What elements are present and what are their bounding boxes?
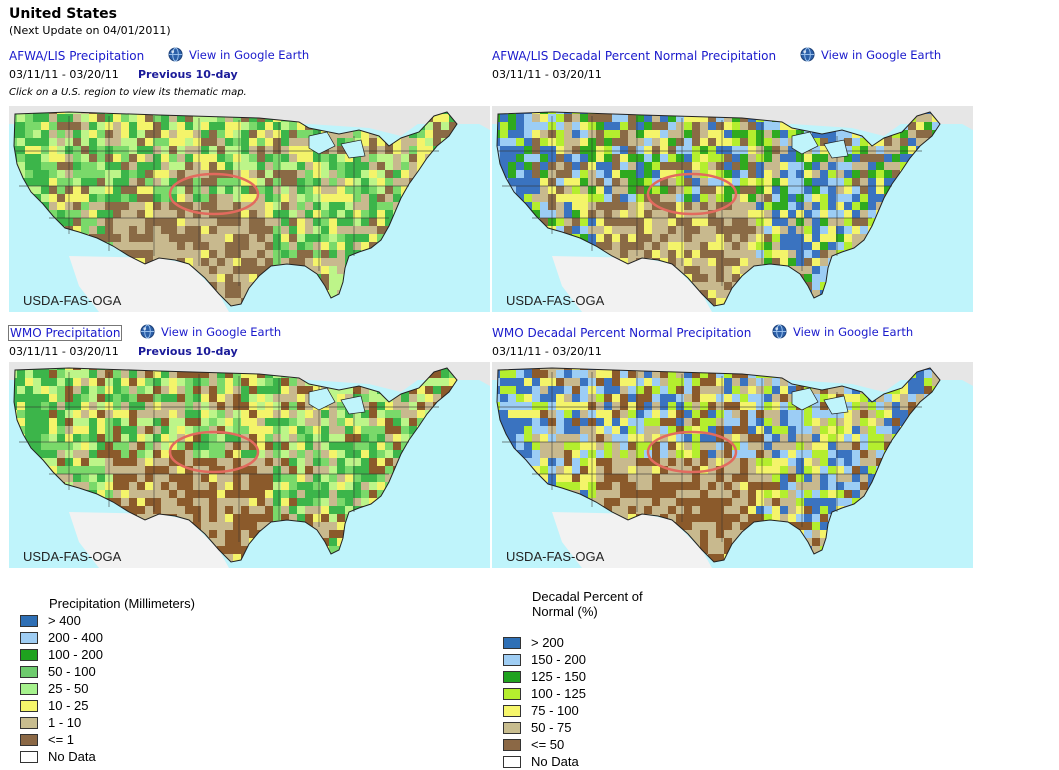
legend-label: 150 - 200 — [531, 652, 586, 667]
legend-label: > 400 — [48, 613, 81, 628]
legend-item: 10 - 25 — [20, 697, 103, 714]
legend-item: <= 50 — [503, 736, 586, 753]
click-region-hint: Click on a U.S. region to view its thema… — [9, 87, 247, 98]
us-map-svg — [9, 362, 490, 568]
legend-label: 10 - 25 — [48, 698, 88, 713]
legend-swatch — [503, 637, 521, 649]
wmo-precipitation-link[interactable]: WMO Precipitation — [9, 326, 121, 340]
google-earth-link-afwa-precip[interactable]: View in Google Earth — [168, 47, 309, 62]
percent-legend: > 200 150 - 200 125 - 150 100 - 125 75 - 100… — [503, 634, 586, 770]
google-earth-label: View in Google Earth — [189, 48, 309, 62]
us-map-svg — [9, 106, 490, 312]
legend-label: 100 - 200 — [48, 647, 103, 662]
legend-item: No Data — [503, 753, 586, 770]
precip-legend-title: Precipitation (Millimeters) — [49, 596, 195, 611]
google-earth-label: View in Google Earth — [793, 325, 913, 339]
percent-legend-title-line1: Decadal Percent of — [532, 589, 643, 604]
legend-item: 125 - 150 — [503, 668, 586, 685]
map-credit: USDA-FAS-OGA — [23, 549, 121, 564]
legend-item: 200 - 400 — [20, 629, 103, 646]
legend-item: > 200 — [503, 634, 586, 651]
map-credit: USDA-FAS-OGA — [23, 293, 121, 308]
legend-label: 100 - 125 — [531, 686, 586, 701]
legend-item: > 400 — [20, 612, 103, 629]
legend-swatch — [20, 632, 38, 644]
legend-swatch — [20, 683, 38, 695]
legend-item: No Data — [20, 748, 103, 765]
legend-label: 200 - 400 — [48, 630, 103, 645]
globe-icon — [800, 47, 815, 62]
wmo-decadal-link[interactable]: WMO Decadal Percent Normal Precipitation — [492, 326, 751, 340]
us-map-svg — [492, 106, 973, 312]
legend-swatch — [20, 734, 38, 746]
precip-legend: > 400 200 - 400 100 - 200 50 - 100 25 - 50 10… — [20, 612, 103, 765]
map-afwa-decadal[interactable]: USDA-FAS-OGA — [492, 106, 973, 312]
google-earth-label: View in Google Earth — [821, 48, 941, 62]
map-credit: USDA-FAS-OGA — [506, 549, 604, 564]
legend-swatch — [503, 654, 521, 666]
legend-label: 75 - 100 — [531, 703, 579, 718]
page-title: United States — [9, 6, 117, 22]
date-range: 03/11/11 - 03/20/11 — [492, 68, 602, 81]
google-earth-link-wmo-precip[interactable]: View in Google Earth — [140, 324, 281, 339]
map-wmo-precipitation[interactable]: USDA-FAS-OGA — [9, 362, 490, 568]
legend-item: 100 - 200 — [20, 646, 103, 663]
globe-icon — [772, 324, 787, 339]
legend-item: 1 - 10 — [20, 714, 103, 731]
percent-legend-title-line2: Normal (%) — [532, 604, 643, 619]
globe-icon — [168, 47, 183, 62]
date-range: 03/11/11 - 03/20/11 — [9, 345, 119, 358]
legend-item: 100 - 125 — [503, 685, 586, 702]
legend-item: 150 - 200 — [503, 651, 586, 668]
legend-swatch — [20, 666, 38, 678]
globe-icon — [140, 324, 155, 339]
percent-legend-title: Decadal Percent of Normal (%) — [532, 589, 643, 619]
legend-swatch — [20, 700, 38, 712]
afwa-lis-precipitation-link[interactable]: AFWA/LIS Precipitation — [9, 49, 144, 63]
previous-10-day-link[interactable]: Previous 10-day — [138, 68, 238, 81]
legend-label: 50 - 75 — [531, 720, 571, 735]
legend-swatch — [20, 717, 38, 729]
previous-10-day-link[interactable]: Previous 10-day — [138, 345, 238, 358]
legend-swatch — [20, 649, 38, 661]
google-earth-link-afwa-decadal[interactable]: View in Google Earth — [800, 47, 941, 62]
map-wmo-decadal[interactable]: USDA-FAS-OGA — [492, 362, 973, 568]
legend-swatch — [20, 751, 38, 763]
legend-item: 50 - 75 — [503, 719, 586, 736]
google-earth-link-wmo-decadal[interactable]: View in Google Earth — [772, 324, 913, 339]
legend-item: 75 - 100 — [503, 702, 586, 719]
date-range: 03/11/11 - 03/20/11 — [492, 345, 602, 358]
legend-label: 1 - 10 — [48, 715, 81, 730]
legend-swatch — [503, 756, 521, 768]
legend-swatch — [503, 671, 521, 683]
us-map-svg — [492, 362, 973, 568]
map-credit: USDA-FAS-OGA — [506, 293, 604, 308]
next-update-text: (Next Update on 04/01/2011) — [9, 24, 171, 37]
legend-swatch — [503, 722, 521, 734]
afwa-lis-decadal-link[interactable]: AFWA/LIS Decadal Percent Normal Precipit… — [492, 49, 776, 63]
legend-label: 25 - 50 — [48, 681, 88, 696]
date-range: 03/11/11 - 03/20/11 — [9, 68, 119, 81]
google-earth-label: View in Google Earth — [161, 325, 281, 339]
legend-item: 25 - 50 — [20, 680, 103, 697]
legend-label: No Data — [531, 754, 579, 769]
legend-label: <= 50 — [531, 737, 564, 752]
legend-item: 50 - 100 — [20, 663, 103, 680]
legend-label: > 200 — [531, 635, 564, 650]
legend-swatch — [503, 688, 521, 700]
legend-item: <= 1 — [20, 731, 103, 748]
legend-label: No Data — [48, 749, 96, 764]
legend-label: 125 - 150 — [531, 669, 586, 684]
legend-label: 50 - 100 — [48, 664, 96, 679]
legend-swatch — [503, 705, 521, 717]
legend-swatch — [503, 739, 521, 751]
legend-label: <= 1 — [48, 732, 74, 747]
map-afwa-precipitation[interactable]: USDA-FAS-OGA — [9, 106, 490, 312]
legend-swatch — [20, 615, 38, 627]
